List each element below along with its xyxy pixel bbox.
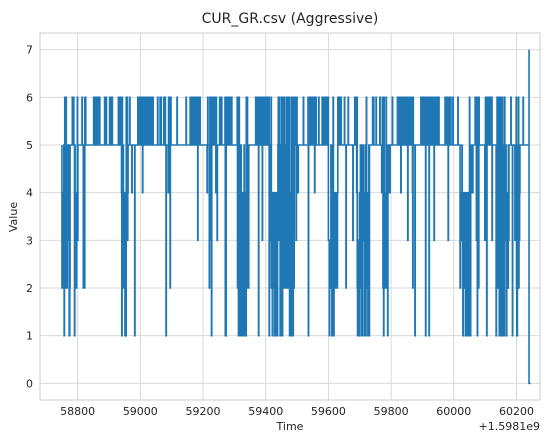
- x-tick-label: 59200: [186, 405, 221, 418]
- y-axis-label: Value: [7, 202, 20, 232]
- chart-title: CUR_GR.csv (Aggressive): [202, 11, 379, 27]
- series-line: [61, 49, 531, 385]
- y-tick-label: 5: [26, 139, 33, 152]
- y-tick-label: 2: [26, 282, 33, 295]
- x-tick-label: 60000: [436, 405, 471, 418]
- x-tick-label: 59000: [123, 405, 158, 418]
- y-tick-label: 1: [26, 330, 33, 343]
- x-tick-label: 60200: [499, 405, 534, 418]
- plot-frame: [39, 32, 541, 401]
- y-tick-label: 0: [26, 377, 33, 390]
- ticks: 58800 59000 59200 59400 59600 59800 60000 60200…: [26, 44, 534, 418]
- y-tick-label: 3: [26, 234, 33, 247]
- x-offset-label: +1.5981e9: [479, 420, 540, 433]
- series: [61, 49, 531, 385]
- x-axis-label: Time: [276, 420, 304, 433]
- x-tick-label: 58800: [60, 405, 95, 418]
- y-tick-label: 7: [26, 44, 33, 57]
- x-tick-label: 59400: [248, 405, 283, 418]
- x-tick-label: 59800: [374, 405, 409, 418]
- x-tick-label: 59600: [311, 405, 346, 418]
- y-tick-label: 4: [26, 187, 33, 200]
- y-tick-label: 6: [26, 91, 33, 104]
